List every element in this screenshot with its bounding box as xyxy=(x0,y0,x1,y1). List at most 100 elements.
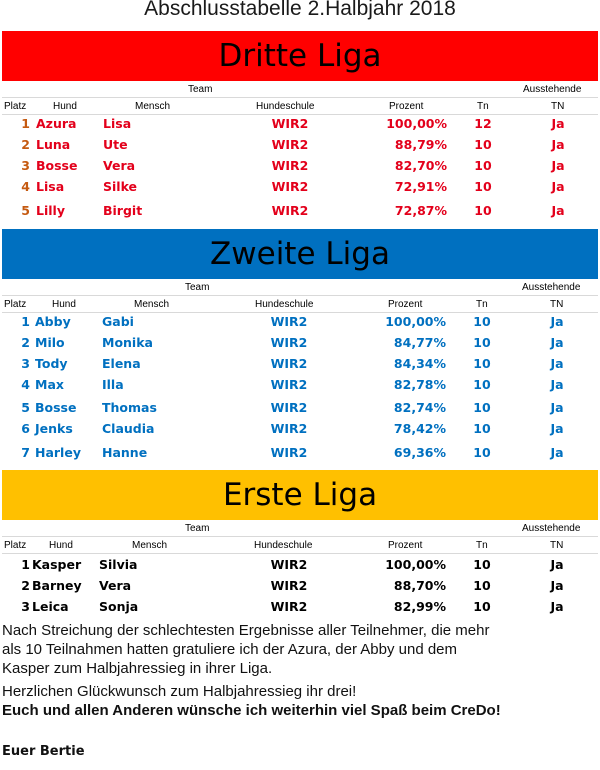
divider xyxy=(2,97,598,98)
cell-hund: Bosse xyxy=(36,158,78,173)
header-platz: Platz xyxy=(4,299,27,310)
header-team: Team xyxy=(185,282,210,293)
cell-hund: Luna xyxy=(36,137,71,152)
table-row: 4 Lisa Silke WIR2 72,91% 10 Ja xyxy=(0,179,600,199)
header-tn-upper: TN xyxy=(551,101,565,112)
table-row: 1 Azura Lisa WIR2 100,00% 12 Ja xyxy=(0,116,600,136)
cell-hund: Abby xyxy=(35,314,71,329)
cell-hundeschule: WIR2 xyxy=(270,445,308,460)
cell-ausstehend: Ja xyxy=(551,137,565,152)
message-line: Kasper zum Halbjahressieg in ihrer Liga. xyxy=(2,660,273,677)
cell-tn: 10 xyxy=(473,578,491,593)
header-prozent: Prozent xyxy=(389,101,424,112)
cell-prozent: 88,70% xyxy=(393,578,446,593)
header-hundeschule: Hundeschule xyxy=(256,101,315,112)
header-tn-upper: TN xyxy=(550,299,564,310)
header-platz: Platz xyxy=(4,101,27,112)
message-line-bold: Euch und allen Anderen wünsche ich weite… xyxy=(2,702,501,719)
table-row: 2 Milo Monika WIR2 84,77% 10 Ja xyxy=(0,335,600,355)
league-banner-zweite: Zweite Liga xyxy=(2,229,598,279)
message-line: Herzlichen Glückwunsch zum Halbjahressie… xyxy=(2,683,357,700)
cell-prozent: 82,74% xyxy=(393,400,446,415)
cell-tn: 10 xyxy=(473,557,491,572)
header-hund: Hund xyxy=(52,299,76,310)
table-row: 7 Harley Hanne WIR2 69,36% 10 Ja xyxy=(0,445,600,465)
cell-hundeschule: WIR2 xyxy=(271,203,309,218)
header-team: Team xyxy=(188,84,213,95)
cell-mensch: Thomas xyxy=(102,400,157,415)
cell-hund: Barney xyxy=(32,578,82,593)
cell-ausstehend: Ja xyxy=(551,158,565,173)
cell-tn: 10 xyxy=(473,335,491,350)
divider xyxy=(2,295,598,296)
cell-platz: 3 xyxy=(21,599,30,614)
cell-mensch: Silke xyxy=(103,179,138,194)
cell-prozent: 84,34% xyxy=(393,356,446,371)
cell-prozent: 72,91% xyxy=(394,179,447,194)
table-row: 1 Abby Gabi WIR2 100,00% 10 Ja xyxy=(0,314,600,334)
header-tn-upper: TN xyxy=(550,540,564,551)
cell-hundeschule: WIR2 xyxy=(270,400,308,415)
cell-prozent: 100,00% xyxy=(385,314,446,329)
cell-platz: 2 xyxy=(21,137,30,152)
cell-hundeschule: WIR2 xyxy=(271,179,309,194)
cell-hund: Tody xyxy=(35,356,68,371)
cell-tn: 10 xyxy=(473,421,491,436)
header-ausstehende: Ausstehende xyxy=(522,523,581,534)
cell-platz: 3 xyxy=(21,158,30,173)
cell-hund: Bosse xyxy=(35,400,77,415)
cell-ausstehend: Ja xyxy=(551,116,565,131)
cell-hundeschule: WIR2 xyxy=(270,557,308,572)
header-hund: Hund xyxy=(53,101,77,112)
divider xyxy=(2,114,598,115)
cell-prozent: 72,87% xyxy=(394,203,447,218)
header-ausstehende: Ausstehende xyxy=(523,84,582,95)
cell-hundeschule: WIR2 xyxy=(270,421,308,436)
cell-hund: Azura xyxy=(36,116,77,131)
cell-ausstehend: Ja xyxy=(550,599,564,614)
cell-mensch: Silvia xyxy=(99,557,138,572)
cell-platz: 5 xyxy=(21,400,30,415)
header-ausstehende: Ausstehende xyxy=(522,282,581,293)
cell-tn: 10 xyxy=(473,599,491,614)
header-hundeschule: Hundeschule xyxy=(255,299,314,310)
cell-mensch: Monika xyxy=(102,335,153,350)
cell-ausstehend: Ja xyxy=(551,203,565,218)
cell-hundeschule: WIR2 xyxy=(270,578,308,593)
cell-platz: 1 xyxy=(21,116,30,131)
table-row: 2 Luna Ute WIR2 88,79% 10 Ja xyxy=(0,137,600,157)
cell-ausstehend: Ja xyxy=(550,421,564,436)
cell-mensch: Hanne xyxy=(102,445,148,460)
message-line: als 10 Teilnahmen hatten gratuliere ich … xyxy=(2,641,458,658)
table-row: 3 Leica Sonja WIR2 82,99% 10 Ja xyxy=(0,599,600,619)
cell-tn: 10 xyxy=(473,377,491,392)
cell-prozent: 78,42% xyxy=(393,421,446,436)
cell-ausstehend: Ja xyxy=(550,356,564,371)
cell-mensch: Elena xyxy=(102,356,141,371)
cell-platz: 6 xyxy=(21,421,30,436)
header-prozent: Prozent xyxy=(388,540,423,551)
header-tn: Tn xyxy=(476,299,488,310)
cell-prozent: 84,77% xyxy=(393,335,446,350)
cell-ausstehend: Ja xyxy=(550,314,564,329)
cell-tn: 10 xyxy=(474,203,492,218)
cell-prozent: 100,00% xyxy=(386,116,447,131)
cell-ausstehend: Ja xyxy=(550,400,564,415)
cell-mensch: Birgit xyxy=(103,203,143,218)
table-row: 5 Lilly Birgit WIR2 72,87% 10 Ja xyxy=(0,203,600,223)
signature: Euer Bertie xyxy=(2,744,85,759)
cell-platz: 7 xyxy=(21,445,30,460)
cell-hundeschule: WIR2 xyxy=(270,335,308,350)
header-prozent: Prozent xyxy=(388,299,423,310)
message-line: Nach Streichung der schlechtesten Ergebn… xyxy=(2,622,490,639)
cell-hund: Kasper xyxy=(32,557,82,572)
cell-hundeschule: WIR2 xyxy=(270,377,308,392)
cell-hundeschule: WIR2 xyxy=(270,356,308,371)
cell-prozent: 82,78% xyxy=(393,377,446,392)
cell-tn: 10 xyxy=(473,314,491,329)
cell-hund: Harley xyxy=(35,445,81,460)
cell-tn: 10 xyxy=(473,356,491,371)
cell-tn: 10 xyxy=(473,445,491,460)
cell-hundeschule: WIR2 xyxy=(271,116,309,131)
cell-ausstehend: Ja xyxy=(550,445,564,460)
